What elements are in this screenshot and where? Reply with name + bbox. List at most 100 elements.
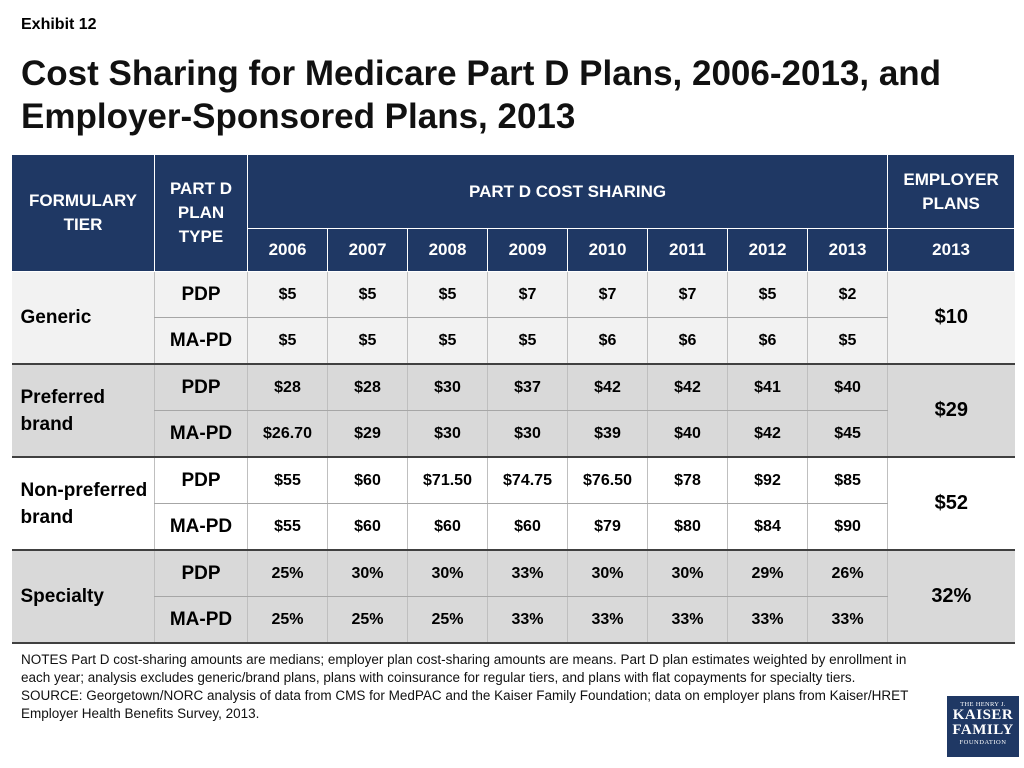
cost-cell: 33% [727, 596, 808, 644]
cost-cell: $7 [487, 271, 568, 318]
header-year: 2006 [247, 228, 328, 272]
logo-line-1: THE HENRY J. [960, 701, 1006, 708]
cost-cell: $7 [647, 271, 728, 318]
cost-cell: $7 [567, 271, 648, 318]
cost-cell: $55 [247, 457, 328, 504]
cost-cell: $78 [647, 457, 728, 504]
cost-cell: $5 [487, 317, 568, 365]
cost-cell: $76.50 [567, 457, 648, 504]
plan-type-cell: MA-PD [154, 317, 248, 365]
cost-cell: $42 [567, 364, 648, 411]
cost-cell: $37 [487, 364, 568, 411]
cost-cell: $71.50 [407, 457, 488, 504]
exhibit-label: Exhibit 12 [21, 16, 97, 33]
header-plan-type: PART D PLAN TYPE [154, 154, 248, 272]
header-formulary-tier: FORMULARY TIER [11, 154, 155, 272]
source-text: SOURCE: Georgetown/NORC analysis of data… [21, 688, 909, 721]
employer-plan-cell: $29 [887, 364, 1015, 458]
logo-line-4: FOUNDATION [959, 739, 1007, 746]
cost-cell: 29% [727, 550, 808, 597]
cost-cell: $60 [327, 457, 408, 504]
cost-cell: 30% [327, 550, 408, 597]
header-year: 2010 [567, 228, 648, 272]
employer-plan-cell: 32% [887, 550, 1015, 644]
cost-cell: $6 [647, 317, 728, 365]
tier-label: Non-preferred brand [11, 457, 155, 551]
table-row: Non-preferred brand PDP $55 $60 $71.50 $74.75… [11, 457, 1015, 551]
header-year: 2012 [727, 228, 808, 272]
cost-cell: $45 [806, 410, 888, 458]
cost-cell: $30 [407, 364, 488, 411]
cost-cell: $40 [647, 410, 728, 458]
cost-cell: 25% [247, 596, 328, 644]
table-row: MA-PD $5 $5 $5 $5 $6 $6 $6 $5 [12, 317, 1015, 365]
cost-cell: $40 [806, 364, 888, 411]
header-year: 2011 [647, 228, 728, 272]
page-title: Cost Sharing for Medicare Part D Plans, … [21, 54, 942, 136]
cost-cell: $79 [567, 503, 648, 551]
plan-type-cell: PDP [154, 364, 248, 411]
cost-cell: $92 [727, 457, 808, 504]
cost-cell: $30 [487, 410, 568, 458]
cost-cell: 33% [487, 596, 568, 644]
plan-type-cell: PDP [154, 271, 248, 318]
cost-cell: $5 [247, 317, 328, 365]
cost-cell: $6 [567, 317, 648, 365]
table-row: MA-PD 25% 25% 25% 33% 33% 33% 33% 33% [12, 596, 1015, 644]
cost-cell: $29 [327, 410, 408, 458]
table-row: MA-PD $55 $60 $60 $60 $79 $80 $84 $90 [12, 503, 1015, 551]
table-row: MA-PD $26.70 $29 $30 $30 $39 $40 $42 $45 [12, 410, 1015, 458]
employer-plan-cell: $10 [887, 271, 1015, 365]
logo-line-3: FAMILY [952, 722, 1014, 738]
header-year: 2007 [327, 228, 408, 272]
cost-cell: $60 [327, 503, 408, 551]
cost-cell: $2 [806, 271, 888, 318]
cost-cell: $28 [327, 364, 408, 411]
plan-type-cell: PDP [154, 457, 248, 504]
plan-type-cell: MA-PD [154, 503, 248, 551]
kaiser-family-foundation-logo: THE HENRY J. KAISER FAMILY FOUNDATION [947, 696, 1019, 757]
header-year: 2009 [487, 228, 568, 272]
tier-label: Specialty [11, 550, 155, 644]
cost-cell: $55 [247, 503, 328, 551]
cost-cell: $5 [407, 317, 488, 365]
notes-section: NOTES Part D cost-sharing amounts are me… [21, 651, 926, 723]
cost-cell: $39 [567, 410, 648, 458]
cost-cell: $5 [806, 317, 888, 365]
tier-label: Preferred brand [11, 364, 155, 458]
cost-cell: 30% [647, 550, 728, 597]
plan-type-cell: MA-PD [154, 596, 248, 644]
cost-cell: $60 [487, 503, 568, 551]
cost-cell: $5 [727, 271, 808, 318]
cost-cell: $26.70 [247, 410, 328, 458]
notes-text: NOTES Part D cost-sharing amounts are me… [21, 652, 907, 685]
table-row: Specialty PDP 25% 30% 30% 33% 30% 30% 29% 26% 32% [11, 550, 1015, 644]
cost-cell: $5 [327, 271, 408, 318]
cost-cell: $5 [327, 317, 408, 365]
cost-cell: 30% [407, 550, 488, 597]
cost-sharing-table: FORMULARY TIER PART D PLAN TYPE PART D C… [11, 154, 1016, 644]
cost-cell: 25% [327, 596, 408, 644]
cost-cell: 33% [806, 596, 888, 644]
header-part-d-cost-sharing: PART D COST SHARING [246, 154, 889, 229]
header-year: 2013 [806, 228, 889, 272]
employer-plan-cell: $52 [887, 457, 1015, 551]
cost-cell: $41 [727, 364, 808, 411]
cost-cell: 33% [567, 596, 648, 644]
cost-cell: $30 [407, 410, 488, 458]
table-row: Preferred brand PDP $28 $28 $30 $37 $42 $42 $41 $… [11, 364, 1015, 458]
cost-cell: 33% [647, 596, 728, 644]
cost-cell: $60 [407, 503, 488, 551]
cost-cell: $80 [647, 503, 728, 551]
cost-cell: $42 [647, 364, 728, 411]
cost-cell: $6 [727, 317, 808, 365]
cost-cell: $42 [727, 410, 808, 458]
cost-cell: $74.75 [487, 457, 568, 504]
cost-cell: 33% [487, 550, 568, 597]
plan-type-cell: MA-PD [154, 410, 248, 458]
plan-type-cell: PDP [154, 550, 248, 597]
header-year: 2008 [407, 228, 488, 272]
table-row: Generic PDP $5 $5 $5 $7 $7 $7 $5 $2 $10 [11, 271, 1015, 365]
header-employer-year: 2013 [887, 228, 1016, 272]
cost-cell: $85 [806, 457, 888, 504]
